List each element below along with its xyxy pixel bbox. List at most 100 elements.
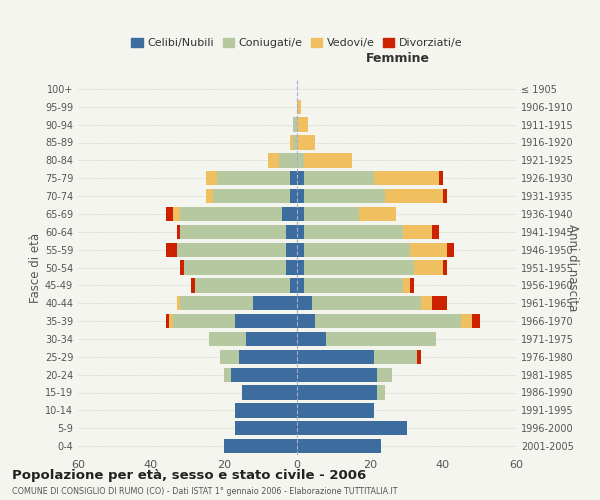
Bar xyxy=(297,118,308,132)
Bar xyxy=(180,224,286,239)
Bar xyxy=(403,224,432,239)
Bar xyxy=(374,171,439,186)
Bar xyxy=(290,136,293,149)
Bar xyxy=(191,278,195,292)
Bar xyxy=(432,224,439,239)
Bar xyxy=(195,278,290,292)
Bar xyxy=(377,368,392,382)
Bar xyxy=(213,189,290,203)
Bar xyxy=(173,314,235,328)
Bar xyxy=(290,189,297,203)
Bar xyxy=(180,207,283,221)
Bar xyxy=(304,171,374,186)
Bar xyxy=(304,224,403,239)
Bar xyxy=(283,207,297,221)
Bar xyxy=(439,171,443,186)
Bar xyxy=(206,189,213,203)
Bar xyxy=(176,296,180,310)
Bar xyxy=(166,242,176,257)
Bar xyxy=(173,207,180,221)
Bar xyxy=(297,207,304,221)
Bar xyxy=(297,403,374,417)
Text: Popolazione per età, sesso e stato civile - 2006: Popolazione per età, sesso e stato civil… xyxy=(12,469,366,482)
Bar xyxy=(297,296,311,310)
Bar xyxy=(304,207,359,221)
Bar xyxy=(432,296,446,310)
Bar xyxy=(414,260,443,274)
Bar xyxy=(293,136,297,149)
Bar xyxy=(461,314,472,328)
Y-axis label: Anni di nascita: Anni di nascita xyxy=(566,224,579,311)
Bar xyxy=(410,242,446,257)
Bar xyxy=(421,296,432,310)
Bar xyxy=(374,350,418,364)
Bar xyxy=(169,314,173,328)
Bar xyxy=(377,386,385,400)
Bar xyxy=(297,189,304,203)
Bar xyxy=(290,171,297,186)
Bar xyxy=(403,278,410,292)
Bar xyxy=(293,118,297,132)
Bar xyxy=(311,296,421,310)
Bar xyxy=(443,260,446,274)
Bar xyxy=(232,368,297,382)
Bar xyxy=(297,153,304,168)
Bar xyxy=(176,224,180,239)
Bar xyxy=(472,314,479,328)
Bar xyxy=(304,242,410,257)
Bar xyxy=(410,278,414,292)
Y-axis label: Fasce di età: Fasce di età xyxy=(29,232,42,302)
Bar xyxy=(224,439,297,453)
Bar xyxy=(166,207,173,221)
Bar xyxy=(304,260,414,274)
Bar xyxy=(235,421,297,436)
Bar xyxy=(446,242,454,257)
Bar xyxy=(304,153,352,168)
Bar xyxy=(297,368,377,382)
Bar xyxy=(326,332,436,346)
Bar xyxy=(253,296,297,310)
Bar xyxy=(176,242,286,257)
Bar xyxy=(224,368,232,382)
Bar xyxy=(297,350,374,364)
Text: Femmine: Femmine xyxy=(366,52,430,65)
Bar xyxy=(290,278,297,292)
Bar xyxy=(297,171,304,186)
Bar xyxy=(206,171,217,186)
Bar xyxy=(297,136,315,149)
Bar xyxy=(217,171,290,186)
Bar xyxy=(286,260,297,274)
Bar xyxy=(385,189,443,203)
Bar xyxy=(297,260,304,274)
Text: COMUNE DI CONSIGLIO DI RUMO (CO) - Dati ISTAT 1° gennaio 2006 - Elaborazione TUT: COMUNE DI CONSIGLIO DI RUMO (CO) - Dati … xyxy=(12,487,398,496)
Bar xyxy=(297,224,304,239)
Bar xyxy=(315,314,461,328)
Bar xyxy=(418,350,421,364)
Bar xyxy=(209,332,246,346)
Bar xyxy=(279,153,297,168)
Bar xyxy=(180,296,253,310)
Legend: Celibi/Nubili, Coniugati/e, Vedovi/e, Divorziati/e: Celibi/Nubili, Coniugati/e, Vedovi/e, Di… xyxy=(127,33,467,52)
Bar xyxy=(166,314,169,328)
Bar xyxy=(239,350,297,364)
Bar xyxy=(180,260,184,274)
Bar xyxy=(297,439,381,453)
Bar xyxy=(443,189,446,203)
Bar xyxy=(268,153,279,168)
Bar xyxy=(297,332,326,346)
Bar xyxy=(359,207,395,221)
Bar xyxy=(246,332,297,346)
Bar xyxy=(235,403,297,417)
Bar xyxy=(297,314,315,328)
Bar xyxy=(184,260,286,274)
Bar xyxy=(286,224,297,239)
Bar xyxy=(286,242,297,257)
Bar xyxy=(297,421,407,436)
Bar xyxy=(297,386,377,400)
Bar xyxy=(297,278,304,292)
Bar xyxy=(297,100,301,114)
Bar xyxy=(220,350,239,364)
Bar xyxy=(304,189,385,203)
Bar xyxy=(297,242,304,257)
Bar xyxy=(235,314,297,328)
